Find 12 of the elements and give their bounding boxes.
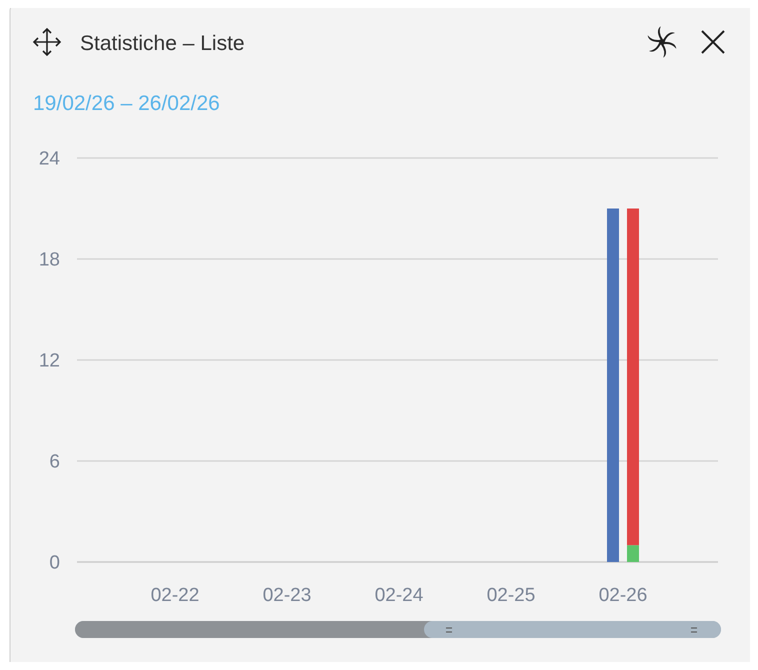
y-tick-label: 24 xyxy=(38,148,60,170)
chart-subtitle: 19/02/26 – 26/02/26 xyxy=(33,92,220,115)
y-tick-label: 12 xyxy=(38,350,60,372)
y-tick-label: 6 xyxy=(49,452,60,473)
y-tick-label: 0 xyxy=(49,552,60,574)
x-tick-label: 02-22 xyxy=(150,585,200,606)
x-tick-label: 02-23 xyxy=(262,585,312,606)
x-tick-label: 02-26 xyxy=(598,585,648,606)
y-tick-label: 18 xyxy=(38,250,60,271)
x-tick-label: 02-25 xyxy=(486,585,536,606)
chart-title: Statistiche – Liste xyxy=(80,32,245,55)
x-tick-label: 02-24 xyxy=(374,585,424,606)
